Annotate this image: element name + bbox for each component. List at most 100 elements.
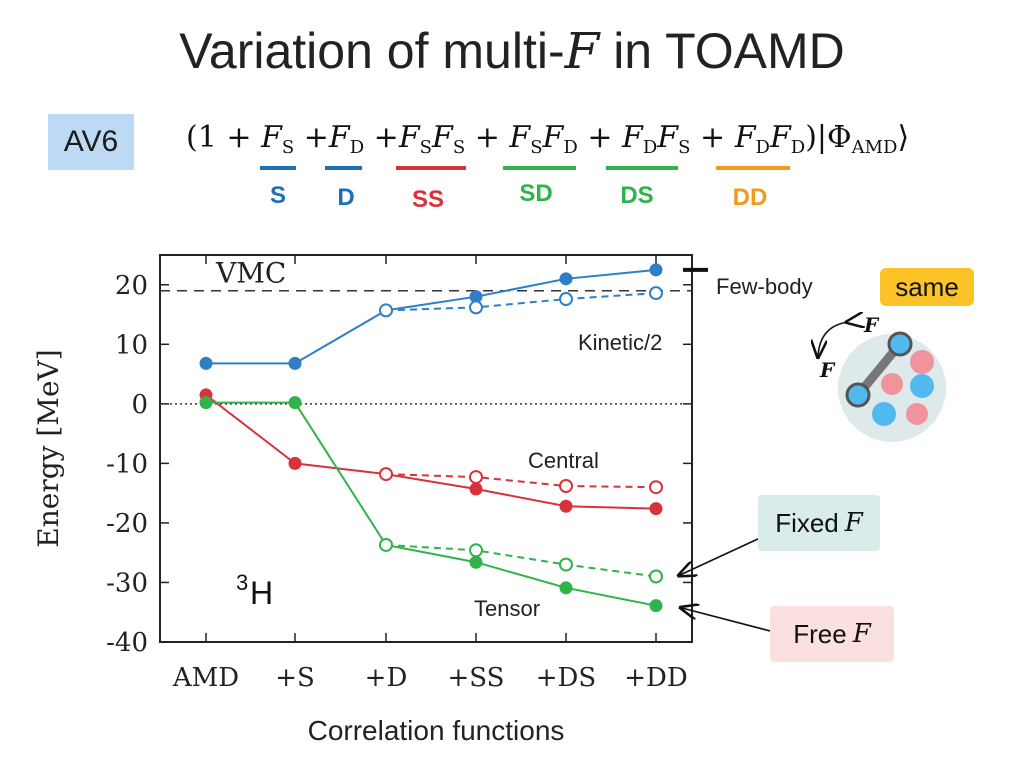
rotation-arrow: [818, 322, 848, 356]
formula-close-sub: AMD: [851, 137, 898, 158]
nucleon-correlated-b: [845, 382, 871, 408]
nucleon-neutron: [910, 374, 934, 398]
point-central-fixed: [469, 470, 483, 485]
fixed-f-arrow: [680, 537, 761, 575]
point-central-free: [559, 499, 573, 513]
series-line-central-fixed: [385, 473, 657, 489]
point-tensor-fixed: [469, 543, 483, 558]
y-tick-label: 20: [115, 271, 148, 301]
point-tensor-free: [559, 581, 573, 595]
free-f-text: Free: [793, 618, 847, 649]
central-label: Central: [528, 448, 599, 473]
formula-term-4-sub2: S: [678, 137, 691, 158]
point-kinetic-free: [288, 356, 302, 370]
formula-term-5-base2: F: [769, 120, 791, 155]
nucleus-symbol: H: [250, 575, 273, 611]
y-tick-label: -20: [106, 509, 148, 539]
y-tick-label: 10: [115, 330, 148, 360]
formula-term-2-sub: S: [419, 137, 432, 158]
point-tensor-free: [469, 555, 483, 569]
formula-close: )|Φ: [805, 120, 852, 155]
same-label: same: [895, 271, 959, 302]
series-line-kinetic-free: [206, 268, 657, 365]
formula-ket: ⟩: [897, 120, 910, 155]
point-tensor-fixed: [649, 569, 663, 584]
y-tick-label: -30: [106, 568, 148, 598]
formula-open: (1 +: [186, 120, 261, 155]
x-tick-label: +D: [365, 663, 408, 693]
formula-term-3-base: F: [509, 120, 531, 155]
point-central-free: [288, 456, 302, 470]
point-kinetic-free: [199, 356, 213, 370]
title-prefix: Variation of multi-: [179, 23, 565, 79]
tensor-label: Tensor: [474, 596, 540, 621]
nucleon-neutron: [872, 402, 896, 426]
formula-term-1-join: +: [364, 120, 399, 155]
y-tick-label: -10: [106, 449, 148, 479]
nucleon-proton: [906, 403, 928, 425]
point-tensor-free: [199, 396, 213, 410]
formula-term-2-base2: F: [431, 120, 453, 155]
formula-term-1-base: F: [328, 120, 350, 155]
x-tick-label: +DS: [536, 663, 596, 693]
formula-term-2-base: F: [398, 120, 420, 155]
vmc-label: VMC: [215, 257, 286, 290]
fixed-f-text: Fixed: [775, 507, 839, 538]
point-kinetic-fixed: [469, 300, 483, 315]
fixed-f-callout: Fixed F: [758, 495, 880, 551]
point-tensor-free: [649, 599, 663, 613]
nucleon-proton: [910, 350, 934, 374]
av6-badge: AV6: [48, 114, 134, 170]
title-suffix: in TOAMD: [599, 23, 845, 79]
correlation-formula: (1 + FS +FD +FSFS + FSFD + FDFS + FDFD)|…: [186, 120, 909, 158]
formula-term-0-base: F: [261, 120, 282, 155]
tag-underline-ds: [606, 166, 678, 170]
nucleon-correlated-a: [887, 331, 913, 357]
point-central-fixed: [559, 479, 573, 494]
diagram-f-label-top: F: [863, 313, 880, 337]
formula-term-2-sub2: S: [452, 137, 466, 158]
diagram-f-label-left: F: [819, 358, 836, 382]
point-kinetic-free: [559, 272, 573, 286]
formula-term-4-join: +: [690, 120, 735, 155]
tag-underline-dd: [716, 166, 790, 170]
x-tick-label: +S: [275, 663, 315, 693]
tag-ds: DS: [620, 182, 654, 209]
formula-term-4-base: F: [622, 120, 643, 155]
tag-s: S: [269, 182, 286, 209]
fixed-f-math: F: [844, 508, 863, 538]
point-central-free: [469, 482, 483, 496]
tag-sd: SD: [519, 180, 553, 207]
formula-term-2-join: +: [465, 120, 510, 155]
nucleon-proton: [881, 373, 903, 395]
series-line-tensor-fixed: [385, 543, 657, 578]
x-tick-label: +DD: [624, 663, 687, 693]
point-kinetic-fixed: [379, 303, 393, 318]
formula-term-3-sub: S: [530, 137, 543, 158]
plot-frame: [159, 254, 693, 643]
x-tick-label: AMD: [172, 663, 239, 693]
formula-term-5-sub: D: [755, 137, 770, 158]
x-axis-label: Correlation functions: [308, 715, 565, 746]
series-line-kinetic-fixed: [385, 292, 657, 312]
kinetic-label: Kinetic/2: [578, 330, 662, 355]
tag-underline-d: [325, 166, 362, 170]
y-tick-label: -40: [106, 628, 148, 658]
y-tick-label: 0: [131, 390, 148, 420]
point-kinetic-free: [649, 263, 663, 277]
few-body-label: Few-body: [716, 274, 813, 299]
point-tensor-fixed: [379, 537, 393, 552]
nucleus-mass-number: 3: [236, 570, 248, 595]
tag-underline-sd: [503, 166, 576, 170]
point-tensor-free: [288, 396, 302, 410]
formula-term-4-sub: D: [642, 137, 658, 158]
point-kinetic-fixed: [649, 286, 663, 301]
point-tensor-fixed: [559, 557, 573, 572]
point-central-fixed: [379, 467, 393, 482]
tag-underline-s: [260, 166, 296, 170]
x-tick-label: +SS: [448, 663, 505, 693]
formula-term-0-sub: S: [281, 137, 295, 158]
series-line-central-free: [205, 394, 657, 510]
tag-underline-ss: [396, 166, 466, 170]
